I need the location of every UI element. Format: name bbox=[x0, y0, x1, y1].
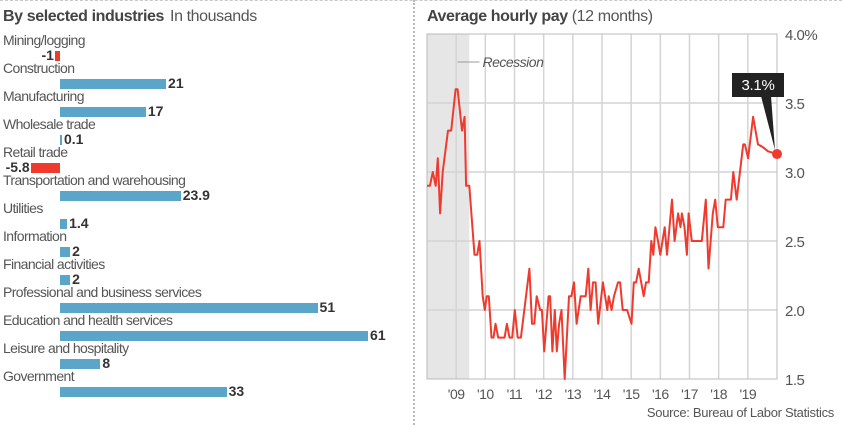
bar-value-label: 23.9 bbox=[182, 187, 210, 203]
bar-category-label: Mining/logging bbox=[3, 32, 85, 48]
bar-category-label: Retail trade bbox=[3, 144, 68, 160]
bar-value-label: 0.1 bbox=[64, 131, 84, 147]
bar-category-label: Construction bbox=[3, 60, 75, 76]
bar bbox=[60, 107, 146, 117]
bar bbox=[60, 275, 71, 285]
recession-shading bbox=[427, 34, 470, 379]
bar bbox=[60, 191, 181, 201]
bar-category-label: Wholesale trade bbox=[3, 116, 96, 132]
y-tick-label: 2.0 bbox=[785, 303, 805, 320]
bar-value-label: 1.4 bbox=[69, 215, 89, 231]
x-tick-label: '16 bbox=[652, 386, 669, 402]
x-tick-label: '09 bbox=[448, 386, 465, 402]
line-chart-subtitle: (12 months) bbox=[571, 8, 653, 25]
x-tick-label: '11 bbox=[507, 386, 523, 402]
pay-series-line bbox=[427, 88, 778, 380]
x-tick-label: '17 bbox=[681, 386, 698, 402]
bar-category-label: Government bbox=[3, 368, 75, 384]
bar bbox=[60, 303, 318, 313]
bar-value-label: 61 bbox=[370, 327, 386, 343]
bar-value-label: 2 bbox=[72, 243, 80, 259]
bar bbox=[60, 135, 62, 145]
x-tick-label: '14 bbox=[594, 386, 611, 402]
y-tick-label: 4.0% bbox=[785, 27, 817, 44]
x-tick-label: '13 bbox=[564, 386, 581, 402]
bar-value-label: 33 bbox=[228, 383, 245, 399]
bar bbox=[60, 331, 369, 341]
bar-value-label: -5.8 bbox=[5, 159, 30, 175]
y-tick-label: 3.0 bbox=[785, 165, 805, 182]
y-tick-label: 2.5 bbox=[785, 234, 805, 251]
bar-value-label: 21 bbox=[168, 75, 184, 91]
x-tick-label: '19 bbox=[739, 386, 756, 402]
bar-category-label: Utilities bbox=[3, 200, 43, 216]
bar-category-label: Financial activities bbox=[3, 256, 105, 272]
source-note: Source: Bureau of Labor Statistics bbox=[646, 405, 834, 420]
bar-category-label: Transportation and warehousing bbox=[3, 172, 186, 188]
bar-value-label: -1 bbox=[41, 47, 54, 63]
bar bbox=[60, 387, 227, 397]
bar bbox=[60, 247, 71, 257]
bar bbox=[54, 51, 60, 61]
bar-category-label: Information bbox=[3, 228, 67, 244]
top-dashed-rule bbox=[0, 0, 842, 1]
x-tick-label: '10 bbox=[477, 386, 494, 402]
bar-category-label: Education and health services bbox=[3, 312, 173, 328]
callout-pointer bbox=[761, 96, 775, 151]
callout-box bbox=[732, 73, 784, 97]
bar bbox=[60, 79, 167, 89]
line-chart-title-text: Average hourly pay bbox=[427, 8, 568, 25]
bar-category-label: Professional and business services bbox=[3, 284, 202, 300]
callout-label: 3.1% bbox=[742, 77, 775, 94]
bar-value-label: 8 bbox=[102, 355, 111, 371]
y-tick-label: 1.5 bbox=[785, 372, 805, 389]
bar-category-label: Leisure and hospitality bbox=[3, 340, 129, 356]
bar-chart-subtitle: In thousands bbox=[170, 8, 257, 25]
bar-category-label: Manufacturing bbox=[3, 88, 85, 104]
bar-chart-title-text: By selected industries bbox=[3, 8, 165, 25]
bar-chart-title: By selected industries In thousands bbox=[3, 8, 257, 26]
x-tick-label: '18 bbox=[710, 386, 727, 402]
bar bbox=[60, 359, 101, 369]
recession-label: Recession bbox=[483, 54, 545, 70]
y-tick-label: 3.5 bbox=[785, 96, 805, 113]
latest-value-dot bbox=[772, 149, 782, 160]
plot-border bbox=[426, 33, 778, 380]
bar-value-label: 51 bbox=[319, 299, 336, 315]
x-tick-label: '15 bbox=[623, 386, 640, 402]
bar-value-label: 2 bbox=[72, 271, 80, 287]
bar bbox=[30, 163, 60, 173]
bar bbox=[60, 219, 68, 229]
panel-divider bbox=[413, 0, 415, 425]
bar-value-label: 17 bbox=[147, 103, 164, 119]
line-chart-title: Average hourly pay (12 months) bbox=[427, 8, 653, 26]
x-tick-label: '12 bbox=[535, 386, 552, 402]
